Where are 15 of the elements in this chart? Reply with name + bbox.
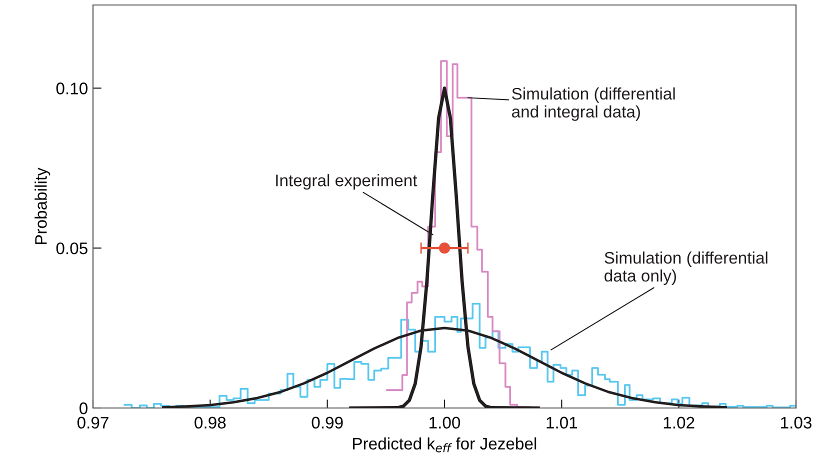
annotation: Integral experiment (276, 174, 418, 190)
y-axis-title: Probability (34, 168, 50, 244)
x-tick-label: 1.03 (781, 416, 812, 429)
x-tick-label: 0.98 (194, 416, 226, 429)
annotation: Simulation (differential and integral data) (512, 87, 675, 121)
x-tick-label: 1.00 (430, 416, 460, 429)
y-tick-label: 0 (80, 402, 88, 414)
y-tick-label: 0.10 (56, 82, 88, 94)
x-tick-label: 1.02 (664, 416, 694, 429)
x-axis-title: Predicted k$_{eff}$ for Jezebel (353, 437, 536, 452)
y-tick-label: 0.05 (56, 242, 88, 254)
annotation: Simulation (differential data only) (604, 251, 768, 285)
x-tick-label: 0.97 (77, 416, 108, 429)
x-tick-label: 1.01 (546, 416, 578, 429)
x-tick-label: 0.99 (312, 416, 343, 429)
